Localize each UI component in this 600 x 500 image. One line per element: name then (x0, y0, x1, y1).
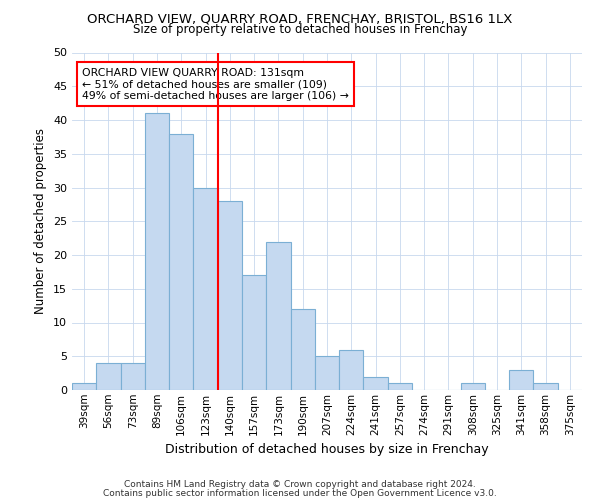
Bar (145, 114, 169, 390)
Bar (290, 309, 315, 390)
Bar (509, 370, 533, 390)
Bar (96, 363, 121, 390)
Bar (121, 363, 145, 390)
Bar (388, 383, 412, 390)
X-axis label: Distribution of detached houses by size in Frenchay: Distribution of detached houses by size … (165, 443, 489, 456)
Bar (364, 376, 388, 390)
Text: Contains HM Land Registry data © Crown copyright and database right 2024.: Contains HM Land Registry data © Crown c… (124, 480, 476, 489)
Y-axis label: Number of detached properties: Number of detached properties (34, 128, 47, 314)
Bar (339, 350, 364, 390)
Bar (72, 383, 96, 390)
Text: ORCHARD VIEW, QUARRY ROAD, FRENCHAY, BRISTOL, BS16 1LX: ORCHARD VIEW, QUARRY ROAD, FRENCHAY, BRI… (88, 12, 512, 26)
Bar (533, 383, 558, 390)
Text: ORCHARD VIEW QUARRY ROAD: 131sqm
← 51% of detached houses are smaller (109)
49% : ORCHARD VIEW QUARRY ROAD: 131sqm ← 51% o… (82, 68, 349, 101)
Bar (169, 134, 193, 390)
Bar (242, 275, 266, 390)
Bar (461, 383, 485, 390)
Bar (193, 188, 218, 390)
Text: Size of property relative to detached houses in Frenchay: Size of property relative to detached ho… (133, 24, 467, 36)
Bar (218, 201, 242, 390)
Bar (315, 356, 339, 390)
Bar (266, 242, 290, 390)
Text: Contains public sector information licensed under the Open Government Licence v3: Contains public sector information licen… (103, 488, 497, 498)
